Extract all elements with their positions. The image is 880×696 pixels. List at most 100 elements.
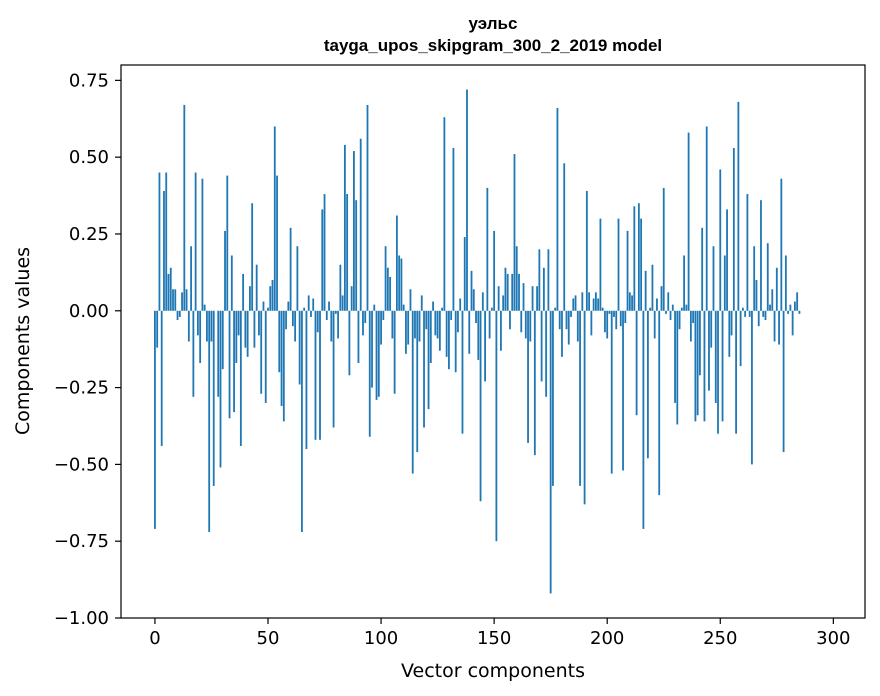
bar [452,147,455,311]
bar [291,310,294,327]
bar [389,276,392,311]
bar [287,301,290,311]
bar [766,243,769,311]
bar [393,310,396,394]
bar [658,310,661,496]
bar [667,292,670,311]
bar [653,310,656,339]
bar [563,163,566,311]
bar [495,310,498,542]
x-tick-label: 50 [257,628,280,649]
bar [741,307,744,311]
bar [626,230,629,311]
bar [613,310,615,317]
x-tick-label: 100 [364,628,398,649]
bar [511,273,514,311]
bar [536,286,539,311]
chart-title: уэльс [469,14,518,33]
bar [260,310,263,394]
bar [518,273,520,311]
plot-frame [120,64,866,619]
bar [773,310,776,342]
y-tick-label: −0.50 [54,454,109,475]
bar [488,310,491,339]
bar [187,310,190,342]
bar [278,310,281,373]
x-tick-label: 250 [703,628,737,649]
bar [574,295,577,311]
bar [228,310,231,419]
bar [400,258,403,311]
bar [371,310,373,388]
bar [549,310,552,594]
bar [307,295,310,311]
bar [771,289,774,311]
bar [617,218,620,311]
bar [793,301,796,311]
y-axis-ticks: −1.00 −0.75 −0.50 −0.25 0.00 0.25 0.50 0.75 [54,70,121,629]
bar [269,286,272,311]
bar [726,209,728,311]
bar [289,227,292,311]
bar [280,310,283,407]
bar [522,283,525,311]
bar [493,230,496,311]
bar [210,310,213,342]
bar [746,194,749,311]
bar [619,310,622,327]
bar [172,289,174,311]
bar [310,310,312,317]
bar [466,89,468,311]
bar [509,310,511,330]
y-tick-label: −0.25 [54,378,109,399]
bar [581,292,584,311]
bar [461,310,464,434]
bar [264,310,267,403]
bar [443,117,446,311]
bar [267,307,269,311]
bar [156,310,159,348]
bar [230,255,233,311]
bar [203,304,206,311]
bar [185,289,188,311]
bar [237,310,240,336]
bar [545,310,548,397]
bar [224,230,226,311]
bar [637,203,640,311]
y-axis-label: Components values [12,247,34,435]
bar [298,310,301,385]
bar [524,310,527,339]
bar [590,310,593,336]
bar [728,310,731,357]
bar [325,310,328,320]
bar [705,126,708,311]
y-tick-label: 0.00 [69,301,109,322]
bar [282,310,285,422]
bar [477,310,480,360]
bar [660,286,663,311]
bar [565,310,568,330]
y-tick-label: 0.25 [69,224,109,245]
bar [273,126,276,311]
bar [601,307,604,311]
bar [717,310,719,434]
bar [178,310,181,317]
bar [391,310,394,339]
bar [730,310,733,336]
bar [721,310,724,422]
bar [685,304,688,311]
bar [674,310,676,403]
bar [531,286,534,311]
bar [784,255,787,311]
bar [450,310,453,320]
bar [604,310,606,333]
bar [631,295,633,311]
bar [475,310,477,324]
bar [194,172,197,311]
bar [527,310,529,443]
bar [737,101,740,311]
bar [436,310,439,339]
bar [775,267,778,311]
bar [262,301,265,311]
